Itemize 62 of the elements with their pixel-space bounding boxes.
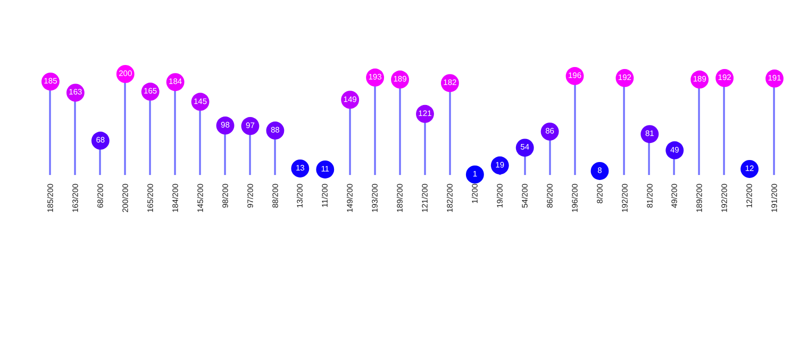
data-label: 13 (296, 163, 306, 172)
point (590, 162, 609, 180)
data-label: 81 (645, 129, 655, 138)
x-tick-label: 97/200 (246, 183, 255, 208)
x-tick-label: 19/200 (495, 183, 504, 208)
data-label: 193 (368, 72, 382, 82)
data-label: 184 (168, 77, 183, 86)
x-tick-label: 185/200 (46, 183, 56, 213)
data-label: 8 (598, 166, 603, 175)
data-label: 11 (320, 164, 330, 174)
data-label: 191 (768, 74, 782, 83)
x-tick-label: 49/200 (670, 183, 680, 208)
data-label: 200 (118, 69, 133, 78)
x-tick-label: 192/200 (620, 183, 630, 213)
x-tick-label: 98/200 (220, 183, 230, 208)
data-label: 182 (443, 78, 458, 88)
x-tick-label: 81/200 (645, 183, 654, 208)
data-label: 192 (618, 73, 632, 82)
data-label: 1 (472, 170, 478, 178)
data-label: 189 (692, 74, 707, 84)
data-label: 189 (393, 74, 408, 84)
data-label: 98 (220, 120, 230, 130)
x-tick-label: 8/200 (595, 183, 604, 204)
data-label: 97 (246, 121, 256, 130)
x-tick-label: 191/200 (770, 183, 780, 213)
data-label: 49 (670, 145, 680, 154)
x-tick-label: 12/200 (745, 183, 754, 208)
data-label: 149 (343, 94, 358, 104)
x-tick-label: 189/200 (396, 183, 405, 213)
point (466, 166, 484, 184)
x-tick-label: 121/200 (420, 183, 430, 213)
data-label: 185 (44, 76, 58, 86)
data-label: 54 (520, 142, 530, 152)
x-tick-label: 13/200 (296, 183, 305, 208)
data-label: 192 (718, 73, 732, 82)
x-tick-label: 88/200 (270, 183, 280, 208)
data-label: 12 (745, 164, 755, 173)
x-tick-label: 11/200 (320, 183, 330, 208)
x-tick-label: 184/200 (170, 183, 180, 213)
x-tick-label: 165/200 (146, 183, 155, 213)
x-tick-label: 193/200 (370, 183, 380, 213)
data-label: 121 (418, 108, 432, 118)
x-tick-label: 163/200 (71, 183, 80, 213)
x-tick-label: 196/200 (570, 183, 580, 213)
data-label: 68 (96, 136, 106, 145)
data-label: 145 (194, 96, 208, 106)
data-label: 19 (495, 160, 505, 170)
data-label: 165 (144, 86, 158, 96)
data-label: 196 (568, 71, 582, 80)
x-tick-label: 54/200 (520, 183, 530, 208)
x-tick-label: 68/200 (96, 183, 106, 208)
x-tick-label: 200/200 (120, 183, 130, 213)
data-label: 86 (545, 126, 555, 136)
data-label: 163 (68, 88, 83, 97)
x-tick-label: 145/200 (196, 183, 205, 213)
x-tick-label: 86/200 (545, 183, 554, 208)
x-tick-label: 182/200 (446, 183, 455, 213)
x-tick-label: 1/200 (470, 183, 480, 204)
x-tick-label: 192/200 (720, 183, 730, 213)
x-tick-label: 149/200 (346, 183, 355, 213)
data-label: 88 (270, 126, 280, 135)
x-tick-label: 189/200 (695, 183, 704, 213)
